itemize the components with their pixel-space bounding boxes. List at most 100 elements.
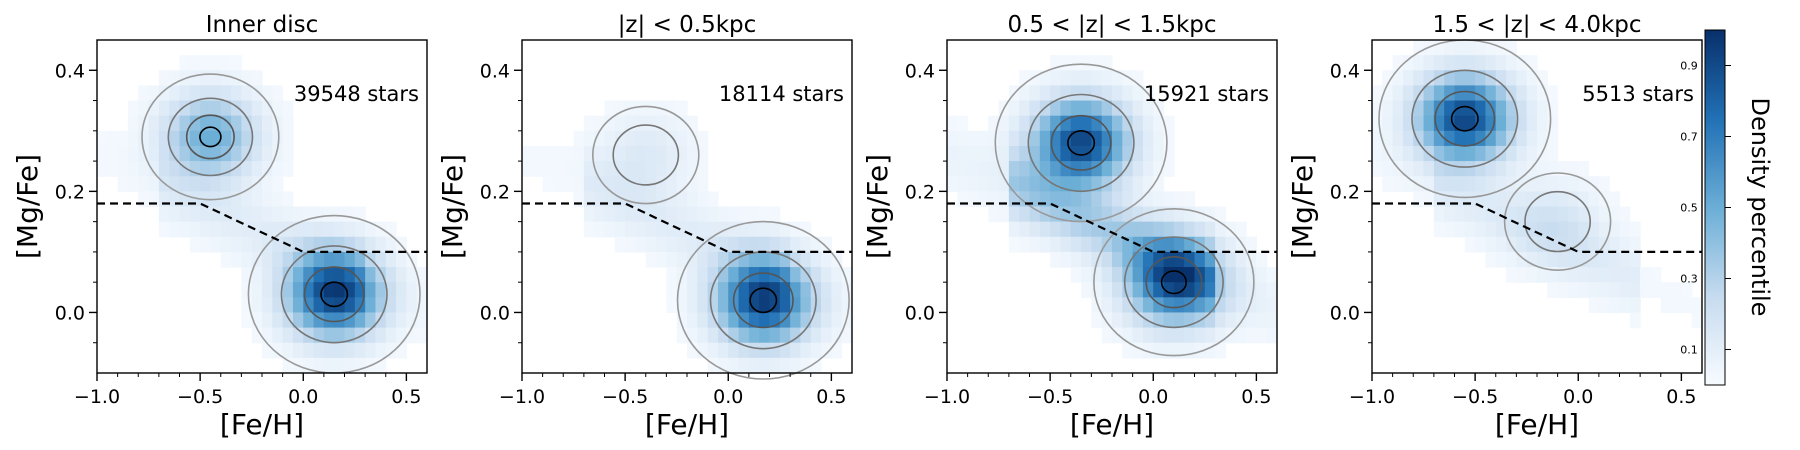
heatmap-cell xyxy=(1008,191,1020,208)
heatmap-cell xyxy=(1225,267,1237,283)
heatmap-cell xyxy=(1081,282,1092,298)
heatmap-cell xyxy=(303,312,315,329)
heatmap-cell xyxy=(676,236,688,253)
heatmap-cell xyxy=(614,206,626,223)
contour-line xyxy=(141,73,280,201)
heatmap-cell xyxy=(1413,70,1425,87)
heatmap-cell xyxy=(1629,282,1641,298)
heatmap-cell xyxy=(1485,161,1497,177)
heatmap-cell xyxy=(1506,145,1517,162)
heatmap-cell xyxy=(1153,206,1165,223)
heatmap-cell xyxy=(1444,55,1456,71)
heatmap-cell xyxy=(189,85,201,102)
heatmap-cell xyxy=(220,55,232,71)
heatmap-cell xyxy=(1588,206,1600,223)
heatmap-cell xyxy=(635,130,647,147)
heatmap-cell xyxy=(1578,221,1590,238)
heatmap-cell xyxy=(1142,206,1154,223)
heatmap-cell xyxy=(1132,176,1144,192)
heatmap-cell xyxy=(604,191,616,208)
heatmap-cell xyxy=(1660,282,1672,298)
heatmap-cell xyxy=(800,282,812,298)
heatmap-cell xyxy=(1402,55,1414,71)
heatmap-cell xyxy=(313,312,325,329)
heatmap-cell xyxy=(1588,297,1600,314)
heatmap-cell xyxy=(563,161,575,177)
heatmap-cell xyxy=(200,100,212,117)
heatmap-cell xyxy=(1402,176,1414,192)
heatmap-cell xyxy=(532,145,544,162)
heatmap-cell xyxy=(831,342,843,359)
heatmap-cell xyxy=(769,236,781,253)
heatmap-cell xyxy=(1215,327,1227,344)
heatmap-cell xyxy=(282,357,294,374)
heatmap-cell xyxy=(1547,236,1559,253)
heatmap-cell xyxy=(1671,297,1682,314)
heatmap-cell xyxy=(1101,251,1113,268)
heatmap-cell xyxy=(645,206,657,223)
contour-line xyxy=(280,245,388,344)
heatmap-cell xyxy=(1609,221,1621,238)
heatmap-cell xyxy=(303,206,315,223)
heatmap-cell xyxy=(200,115,212,132)
heatmap-cell xyxy=(406,312,418,329)
heatmap-cell xyxy=(292,206,304,223)
heatmap-cell xyxy=(292,221,304,238)
heatmap-cell xyxy=(1547,130,1559,147)
heatmap-cell xyxy=(210,70,222,87)
heatmap-cell xyxy=(1413,100,1425,117)
heatmap-cell xyxy=(1516,176,1528,192)
heatmap-cell xyxy=(1101,297,1113,314)
panel-title: |z| < 0.5kpc xyxy=(618,12,757,38)
heatmap-cell xyxy=(1392,115,1404,132)
heatmap-cell xyxy=(810,282,822,298)
heatmap-cell xyxy=(1070,70,1082,87)
heatmap-cell xyxy=(800,236,812,253)
heatmap-cell xyxy=(1194,221,1206,238)
heatmap-cell xyxy=(1619,267,1631,283)
heatmap-cell xyxy=(344,282,356,298)
heatmap-cell xyxy=(1464,176,1476,192)
heatmap-cell xyxy=(1019,85,1031,102)
y-tick-label: 0.2 xyxy=(55,181,85,203)
heatmap-cell xyxy=(1423,115,1435,132)
heatmap-cell xyxy=(635,100,647,117)
heatmap-cell xyxy=(241,100,253,117)
heatmap-cell xyxy=(169,191,181,208)
y-tick-label: 0.4 xyxy=(55,60,85,82)
heatmap-cell xyxy=(200,206,212,223)
heatmap-cell xyxy=(1372,130,1383,147)
heatmap-cell xyxy=(292,282,304,298)
heatmap-cell xyxy=(1132,85,1144,102)
heatmap-cell xyxy=(552,176,564,192)
heatmap-cell xyxy=(1122,297,1134,314)
heatmap-cell xyxy=(1019,236,1031,253)
heatmap-cell xyxy=(656,176,667,192)
heatmap-cell xyxy=(1454,206,1466,223)
heatmap-cell xyxy=(334,282,346,298)
heatmap-cell xyxy=(303,267,315,283)
heatmap-cell xyxy=(1163,191,1175,208)
heatmap-cell xyxy=(1629,312,1641,329)
heatmap-cell xyxy=(1008,236,1020,253)
heatmap-cell xyxy=(738,357,750,374)
heatmap-cell xyxy=(1008,145,1020,162)
contour-line xyxy=(749,287,778,314)
heatmap-cell xyxy=(313,297,325,314)
heatmap-cell xyxy=(334,206,346,223)
heatmap-cell xyxy=(1132,251,1144,268)
heatmap-cell xyxy=(707,357,719,374)
heatmap-cell xyxy=(1516,55,1528,71)
heatmap-cell xyxy=(189,130,201,147)
heatmap-cell xyxy=(179,145,191,162)
heatmap-cell xyxy=(158,85,170,102)
heatmap-cell xyxy=(1050,206,1062,223)
heatmap-cell xyxy=(1122,191,1134,208)
heatmap-cell xyxy=(1475,176,1487,192)
heatmap-cell xyxy=(272,100,284,117)
heatmap-cell xyxy=(1475,145,1487,162)
heatmap-cell xyxy=(552,145,564,162)
heatmap-cell xyxy=(1629,236,1641,253)
heatmap-cell xyxy=(396,282,407,298)
heatmap-cell xyxy=(1681,297,1693,314)
